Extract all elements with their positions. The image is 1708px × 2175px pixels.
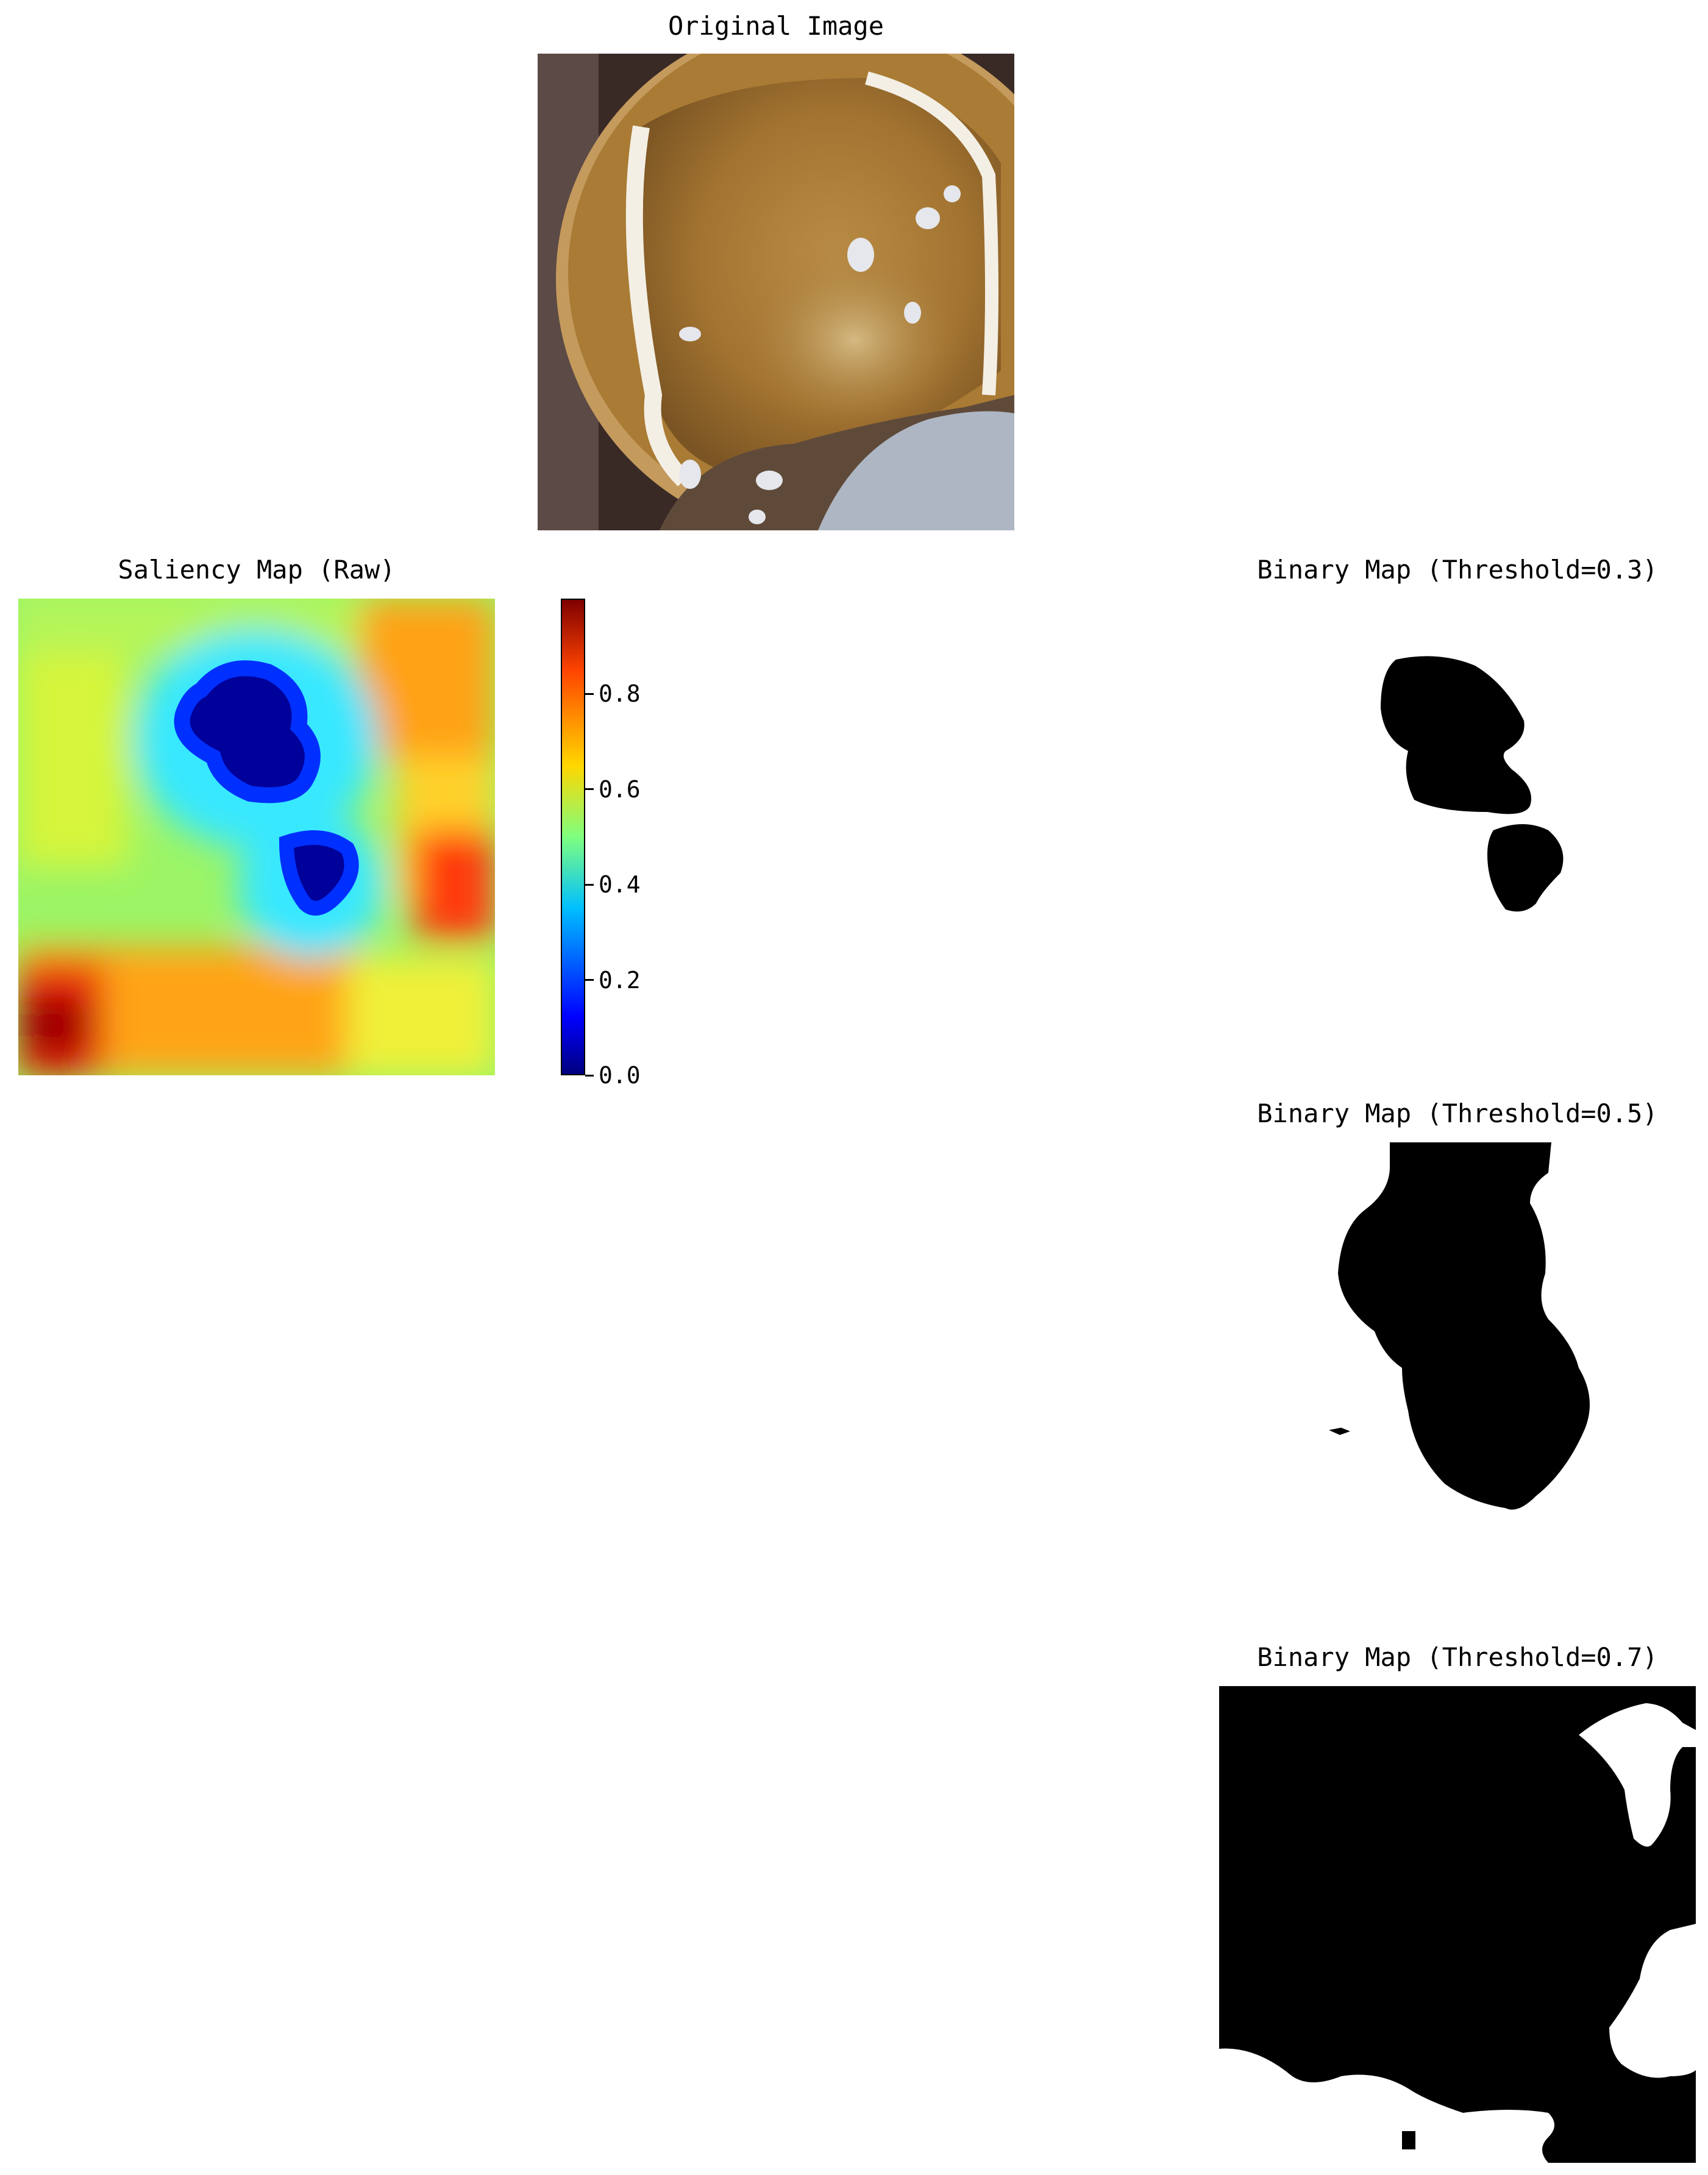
binary-map-05-title: Binary Map (Threshold=0.5) bbox=[1257, 1098, 1658, 1128]
saliency-heatmap bbox=[18, 599, 495, 1075]
binary-map-05 bbox=[1219, 1142, 1696, 1619]
saliency-map-title: Saliency Map (Raw) bbox=[118, 555, 396, 585]
binary-map-07 bbox=[1219, 1686, 1696, 2163]
binary-map-03-title: Binary Map (Threshold=0.3) bbox=[1257, 555, 1658, 585]
colorbar-tick-label: 0.6 bbox=[599, 775, 641, 803]
colorbar-tick-mark bbox=[585, 692, 594, 695]
colorbar-tick-mark bbox=[585, 788, 594, 791]
colorbar-tick-label: 0.4 bbox=[599, 871, 641, 899]
binary-map-03 bbox=[1219, 599, 1696, 1075]
colorbar bbox=[561, 599, 585, 1075]
binary-map-07-title: Binary Map (Threshold=0.7) bbox=[1257, 1642, 1658, 1672]
colorbar-tick-mark bbox=[585, 979, 594, 981]
colorbar-tick-label: 0.8 bbox=[599, 680, 641, 708]
colorbar-tick-mark bbox=[585, 1074, 594, 1077]
colorbar-tick-label: 0.0 bbox=[599, 1062, 641, 1089]
original-image-title: Original Image bbox=[667, 11, 884, 41]
colorbar-tick-label: 0.2 bbox=[599, 966, 641, 994]
original-image bbox=[538, 54, 1014, 530]
colorbar-tick-mark bbox=[585, 883, 594, 886]
